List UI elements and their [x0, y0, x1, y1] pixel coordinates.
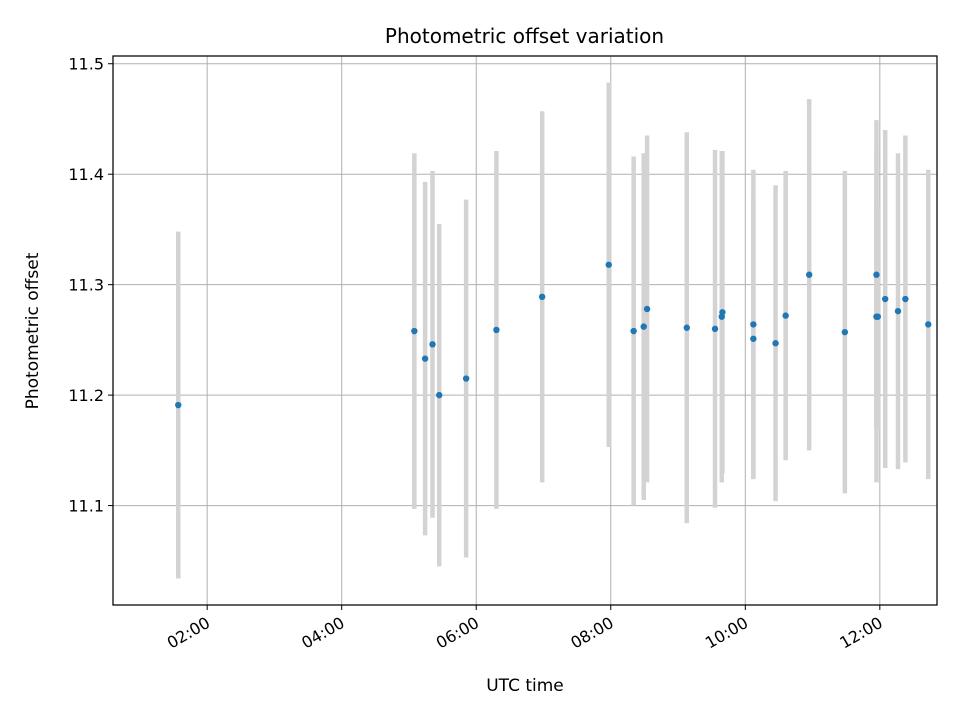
data-point [750, 335, 757, 342]
data-point [894, 307, 902, 315]
data-point [538, 293, 546, 301]
data-point [493, 326, 500, 334]
chart-title: Photometric offset variation [385, 24, 664, 48]
data-point [925, 321, 932, 328]
data-point [805, 271, 813, 278]
data-point [750, 321, 757, 328]
data-point [411, 327, 418, 335]
data-point [421, 355, 429, 362]
data-point [640, 323, 647, 330]
plot-area-frame [112, 55, 938, 606]
y-tick-label: 11.5 [68, 55, 104, 74]
data-point [605, 261, 612, 268]
data-point [630, 327, 637, 335]
data-point [643, 305, 651, 313]
data-point [175, 401, 182, 409]
data-point [711, 325, 719, 333]
data-point [873, 271, 880, 278]
y-tick-label: 11.4 [68, 165, 104, 184]
data-point [772, 340, 779, 347]
data-points [175, 261, 932, 409]
data-point [462, 375, 470, 382]
data-point [782, 312, 789, 319]
data-point [882, 295, 889, 303]
y-tick-label: 11.3 [68, 276, 104, 295]
data-point [429, 341, 436, 348]
y-axis-label: Photometric offset [23, 252, 43, 409]
data-point [902, 295, 909, 303]
data-point [683, 324, 690, 331]
x-axis-label: UTC time [486, 676, 564, 696]
data-point [436, 391, 443, 399]
data-point [841, 328, 849, 336]
y-tick-label: 11.2 [68, 386, 104, 405]
data-point [874, 313, 882, 320]
y-tick-label: 11.1 [68, 497, 104, 516]
data-point [719, 309, 726, 316]
